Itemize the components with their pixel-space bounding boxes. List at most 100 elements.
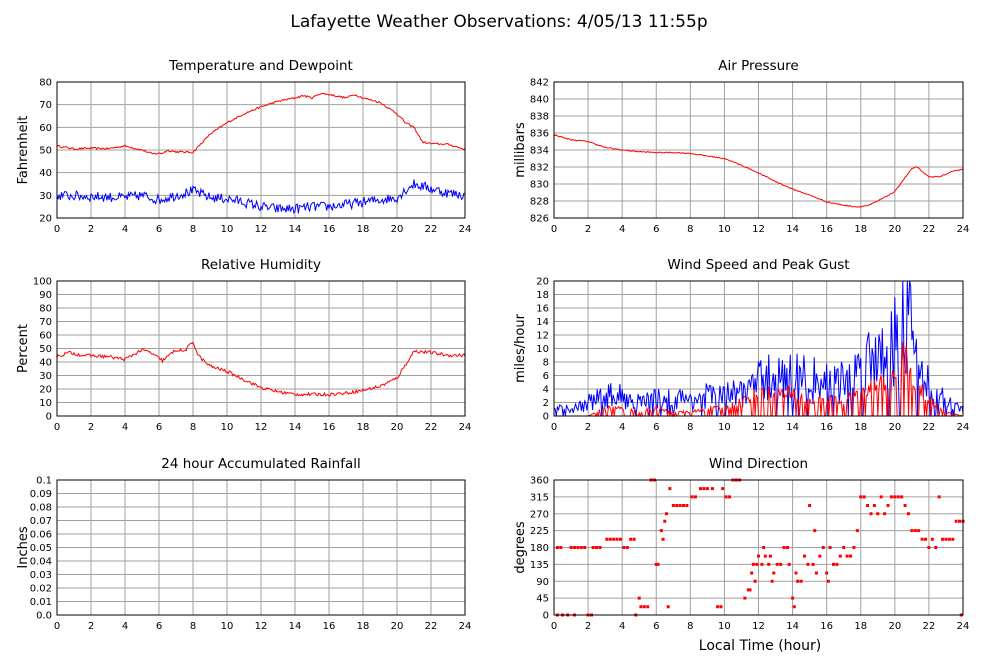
rainfall-y-axis-label: Inches bbox=[16, 526, 31, 568]
wind-x-tick-label: 8 bbox=[687, 422, 693, 433]
direction-point bbox=[859, 495, 863, 499]
pressure-y-tick-label: 838 bbox=[530, 112, 549, 123]
direction-point bbox=[958, 519, 962, 523]
pressure-x-tick-label: 16 bbox=[820, 224, 833, 235]
pressure-x-tick-label: 12 bbox=[752, 224, 765, 235]
wind-y-axis-label: miles/hour bbox=[513, 313, 528, 382]
direction-point bbox=[682, 504, 686, 507]
rainfall-x-tick-label: 8 bbox=[190, 621, 196, 632]
temperature-y-tick-label: 30 bbox=[39, 191, 52, 202]
direction-point bbox=[849, 554, 853, 558]
direction-point bbox=[799, 579, 803, 583]
direction-point bbox=[763, 554, 767, 558]
rainfall-y-tick-label: 0.0 bbox=[36, 611, 52, 622]
direction-point bbox=[937, 495, 941, 499]
rainfall-x-tick-label: 14 bbox=[289, 621, 302, 632]
direction-point bbox=[896, 495, 900, 499]
humidity-x-tick-label: 14 bbox=[289, 422, 302, 433]
direction-x-tick-label: 10 bbox=[718, 621, 731, 632]
rainfall-y-tick-label: 0.04 bbox=[30, 557, 52, 568]
direction-chart-title: Wind Direction bbox=[709, 456, 808, 472]
direction-point bbox=[668, 487, 672, 491]
humidity-y-tick-label: 40 bbox=[39, 358, 52, 369]
direction-y-tick-label: 270 bbox=[530, 509, 549, 520]
rainfall-y-tick-label: 0.05 bbox=[30, 543, 52, 554]
pressure-x-tick-label: 22 bbox=[923, 224, 936, 235]
direction-point bbox=[719, 605, 723, 609]
direction-x-tick-label: 24 bbox=[957, 621, 970, 632]
direction-x-tick-label: 2 bbox=[585, 621, 591, 632]
rainfall-x-tick-label: 18 bbox=[357, 621, 370, 632]
rainfall-x-tick-label: 10 bbox=[221, 621, 234, 632]
direction-point bbox=[869, 512, 873, 516]
direction-point bbox=[656, 562, 660, 566]
temperature-x-tick-label: 6 bbox=[156, 224, 162, 235]
humidity-y-tick-label: 60 bbox=[39, 331, 52, 342]
direction-point bbox=[622, 546, 626, 549]
direction-point bbox=[583, 546, 587, 549]
direction-point bbox=[866, 504, 870, 507]
direction-point bbox=[927, 546, 931, 549]
wind-y-tick-label: 20 bbox=[536, 277, 549, 288]
direction-point bbox=[576, 546, 580, 549]
temperature-y-tick-label: 40 bbox=[39, 168, 52, 179]
direction-point bbox=[608, 537, 612, 541]
wind-y-tick-label: 12 bbox=[536, 331, 549, 342]
direction-point bbox=[605, 537, 609, 541]
direction-x-tick-label: 12 bbox=[752, 621, 765, 632]
direction-point bbox=[753, 579, 757, 583]
direction-point bbox=[724, 495, 728, 499]
pressure-y-tick-label: 828 bbox=[530, 197, 549, 208]
direction-y-axis-label: degrees bbox=[513, 521, 528, 574]
temperature-x-tick-label: 0 bbox=[54, 224, 60, 235]
rainfall-chart-title: 24 hour Accumulated Rainfall bbox=[161, 456, 360, 472]
direction-point bbox=[598, 546, 602, 549]
pressure-x-tick-label: 20 bbox=[888, 224, 901, 235]
wind-x-tick-label: 14 bbox=[786, 422, 799, 433]
wind-x-tick-label: 4 bbox=[619, 422, 625, 433]
pressure-x-tick-label: 18 bbox=[854, 224, 867, 235]
humidity-x-tick-label: 18 bbox=[357, 422, 370, 433]
direction-y-tick-label: 90 bbox=[536, 577, 549, 588]
direction-point bbox=[639, 605, 643, 609]
direction-point bbox=[595, 546, 599, 549]
direction-point bbox=[762, 546, 766, 549]
direction-point bbox=[818, 554, 822, 558]
wind-x-tick-label: 16 bbox=[820, 422, 833, 433]
direction-point bbox=[852, 546, 856, 549]
wind-x-tick-label: 0 bbox=[551, 422, 557, 433]
humidity-x-tick-label: 20 bbox=[391, 422, 404, 433]
rainfall-x-tick-label: 16 bbox=[323, 621, 336, 632]
humidity-y-tick-label: 50 bbox=[39, 344, 52, 355]
pressure-x-tick-label: 4 bbox=[619, 224, 625, 235]
humidity-y-tick-label: 100 bbox=[33, 277, 52, 288]
direction-point bbox=[913, 529, 917, 533]
direction-point bbox=[685, 504, 689, 507]
direction-point bbox=[831, 562, 835, 566]
direction-x-tick-label: 4 bbox=[619, 621, 625, 632]
temperature-y-tick-label: 70 bbox=[39, 100, 52, 111]
direction-point bbox=[872, 504, 876, 507]
direction-point bbox=[944, 537, 948, 541]
direction-point bbox=[716, 605, 720, 609]
direction-point bbox=[787, 562, 791, 566]
direction-point bbox=[664, 512, 668, 516]
direction-x-tick-label: 16 bbox=[820, 621, 833, 632]
direction-point bbox=[808, 504, 812, 507]
direction-point bbox=[618, 537, 622, 541]
wind-x-tick-label: 22 bbox=[923, 422, 936, 433]
pressure-x-tick-label: 8 bbox=[687, 224, 693, 235]
direction-y-tick-label: 360 bbox=[530, 476, 549, 487]
direction-point bbox=[845, 554, 849, 558]
direction-point bbox=[889, 495, 893, 499]
pressure-series-1-line bbox=[553, 134, 964, 208]
direction-point bbox=[637, 596, 641, 600]
pressure-panel: Air Pressuremillibars8268288308328348368… bbox=[513, 58, 969, 235]
humidity-y-tick-label: 10 bbox=[39, 398, 52, 409]
temperature-y-tick-label: 60 bbox=[39, 123, 52, 134]
wind-x-tick-label: 6 bbox=[653, 422, 659, 433]
humidity-x-tick-label: 16 bbox=[323, 422, 336, 433]
rainfall-x-tick-label: 0 bbox=[54, 621, 60, 632]
direction-point bbox=[767, 562, 771, 566]
direction-point bbox=[678, 504, 682, 507]
